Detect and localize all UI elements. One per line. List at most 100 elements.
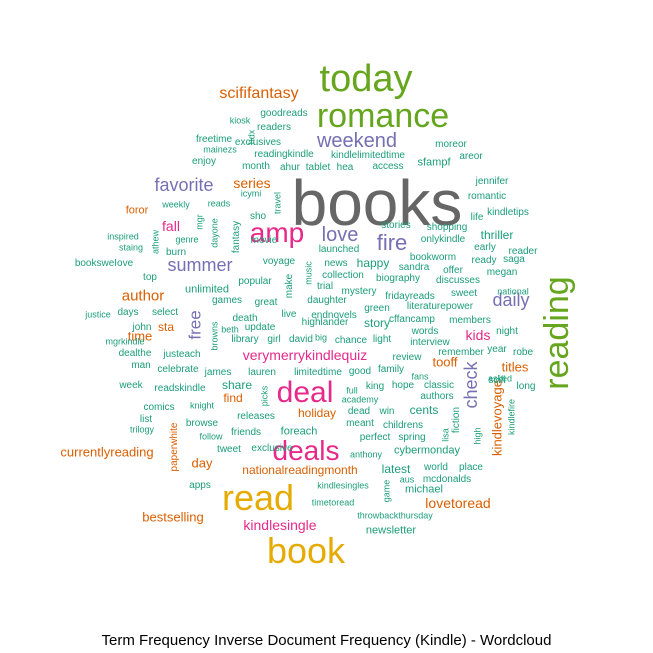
word-scififantasy: scififantasy [219, 85, 299, 102]
word-foror: foror [125, 204, 149, 217]
word-sweet: sweet [450, 288, 478, 299]
word-trilogy: trilogy [129, 424, 155, 435]
word-athew: athew [150, 229, 161, 255]
word-travel: travel [272, 191, 283, 215]
word-burn: burn [165, 247, 187, 258]
word-academy: academy [341, 394, 379, 405]
word-james: james [204, 367, 232, 378]
word-meant: meant [346, 418, 374, 429]
word-saga: saga [503, 254, 525, 265]
word-tablet: tablet [305, 162, 331, 173]
word-check: check [461, 361, 481, 409]
word-collection: collection [322, 270, 364, 281]
word-staing: staing [118, 242, 144, 253]
word-exclusive: exclusive [251, 443, 293, 454]
word-comics: comics [143, 402, 175, 413]
word-summer: summer [167, 255, 233, 275]
word-kindlevoyage: kindlevoyage [489, 380, 505, 456]
word-anthony: anthony [349, 449, 383, 460]
word-stories: stories [381, 220, 411, 231]
word-man: man [131, 360, 151, 371]
word-week: week [119, 380, 143, 391]
word-long: long [516, 381, 536, 392]
word-life: life [470, 212, 484, 223]
word-top: top [143, 272, 157, 283]
word-dealthe: dealthe [118, 348, 152, 359]
word-popular: popular [238, 276, 272, 287]
word-great: great [254, 297, 278, 308]
word-daughter: daughter [307, 295, 347, 306]
word-ready: ready [471, 255, 497, 266]
word-classic: classic [423, 380, 455, 391]
word-tweet: tweet [217, 444, 241, 455]
word-full: full [346, 385, 358, 396]
word-romantic: romantic [467, 191, 507, 202]
word-review: review [392, 352, 422, 363]
word-launched: launched [318, 244, 360, 255]
word-mcdonalds: mcdonalds [422, 474, 472, 485]
word-justeach: justeach [163, 349, 201, 360]
word-book: book [266, 530, 346, 571]
word-game: game [381, 479, 392, 503]
word-readingkindle: readingkindle [254, 149, 314, 160]
word-night: night [496, 326, 518, 337]
word-update: update [244, 322, 276, 333]
word-cents: cents [409, 403, 439, 417]
word-newsletter: newsletter [365, 524, 417, 537]
word-kindlefire: kindlefire [506, 398, 517, 436]
word-mainezs: mainezs [203, 144, 237, 155]
word-timetoread: timetoread [311, 497, 355, 508]
word-jennifer: jennifer [475, 176, 509, 187]
word-shopping: shopping [426, 222, 468, 233]
word-celebrate: celebrate [157, 364, 199, 375]
word-series: series [233, 175, 271, 191]
word-fiction: fiction [451, 406, 462, 434]
word-exclusives: exclusives [234, 137, 282, 148]
word-mystery: mystery [341, 286, 377, 297]
word-fantasy: fantasy [231, 220, 242, 254]
word-asked: asked [487, 373, 513, 384]
word-cffancamp: cffancamp [389, 314, 435, 325]
word-biography: biography [376, 273, 420, 284]
word-offer: offer [443, 265, 463, 276]
word-dead: dead [347, 406, 371, 417]
word-perfect: perfect [359, 432, 391, 443]
word-unlimited: unlimited [184, 283, 230, 296]
word-bookworm: bookworm [409, 252, 457, 263]
word-early: early [474, 242, 496, 253]
word-justice: justice [85, 309, 111, 320]
word-titles: titles [501, 359, 529, 375]
word-time: time [127, 328, 153, 344]
word-movie: movie [250, 235, 278, 246]
word-month: month [242, 161, 270, 172]
word-genre: genre [175, 234, 199, 245]
word-readers: readers [257, 122, 291, 133]
word-read: read [221, 477, 295, 518]
word-fridayreads: fridayreads [385, 291, 435, 302]
word-paperwhite: paperwhite [169, 422, 180, 472]
word-find: find [223, 391, 243, 405]
word-favorite: favorite [154, 175, 214, 195]
word-story: story [363, 316, 391, 330]
word-place: place [459, 462, 483, 473]
word-sandra: sandra [398, 262, 430, 273]
word-foreach: foreach [280, 425, 318, 438]
word-highlander: highlander [301, 317, 349, 328]
word-reader: reader [508, 246, 538, 257]
word-fall: fall [162, 218, 180, 234]
word-fire: fire [376, 230, 408, 255]
word-games: games [211, 295, 243, 306]
word-hope: hope [391, 380, 415, 391]
word-king: king [365, 381, 385, 392]
word-apps: apps [189, 480, 211, 491]
word-areor: areor [459, 151, 483, 162]
word-free: free [185, 310, 205, 340]
word-currentlyreading: currentlyreading [60, 444, 154, 460]
word-lisa: lisa [440, 428, 451, 442]
word-win: win [379, 406, 395, 417]
word-booksweiove: booksweIove [74, 258, 134, 269]
word-robe: robe [512, 347, 534, 358]
word-sho: sho [249, 211, 267, 222]
word-today: today [319, 58, 413, 100]
word-share: share [221, 378, 253, 392]
